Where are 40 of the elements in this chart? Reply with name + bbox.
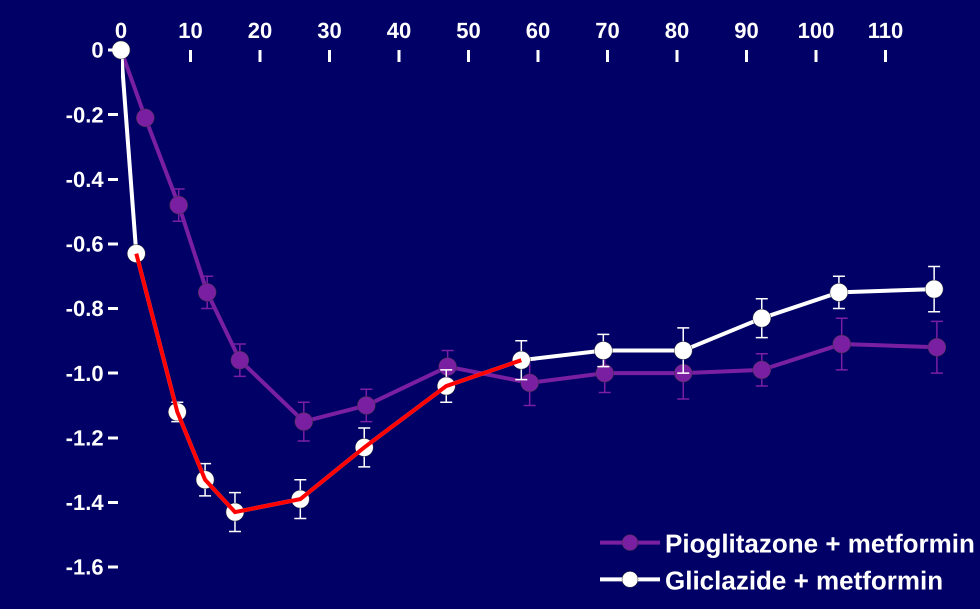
point	[294, 412, 314, 431]
point	[198, 283, 216, 302]
point	[230, 350, 250, 370]
x-tick-label: 80	[664, 18, 690, 44]
point	[830, 283, 848, 302]
y-tick-label: 0	[91, 38, 104, 63]
x-tick-label: 40	[386, 18, 412, 44]
x-tick-label: 100	[798, 18, 834, 44]
y-tick-label: -0.6	[66, 232, 104, 257]
x-tick-label: 10	[178, 18, 203, 44]
point	[169, 196, 188, 214]
point	[752, 360, 772, 380]
point	[357, 396, 376, 415]
y-tick-label: -1.6	[66, 554, 104, 580]
legend-label: Pioglitazone + metformin	[665, 528, 975, 559]
point	[752, 308, 772, 328]
point	[136, 108, 155, 128]
point	[832, 334, 851, 354]
y-tick-label: -0.2	[66, 102, 104, 128]
y-tick-label: -0.8	[66, 296, 104, 322]
x-tick-label: 70	[595, 18, 620, 44]
y-tick-label: -1.2	[66, 425, 104, 450]
point	[438, 357, 457, 376]
y-tick-label: -1.0	[66, 360, 104, 386]
point	[924, 280, 944, 298]
x-tick-label: 50	[456, 18, 481, 44]
y-tick-label: -1.4	[66, 490, 104, 516]
x-tick-label: 60	[526, 18, 550, 44]
x-tick-label: 20	[248, 18, 272, 44]
point	[928, 338, 946, 357]
x-tick-label: 110	[868, 18, 904, 44]
point	[520, 374, 539, 392]
point	[595, 364, 614, 382]
x-tick-label: 0	[114, 18, 128, 44]
x-tick-label: 90	[734, 18, 759, 44]
point	[674, 341, 692, 360]
y-tick-label: -0.4	[66, 166, 104, 192]
point	[594, 341, 613, 360]
legend-label: Gliclazide + metformin	[665, 566, 944, 596]
x-tick-label: 30	[317, 18, 342, 44]
